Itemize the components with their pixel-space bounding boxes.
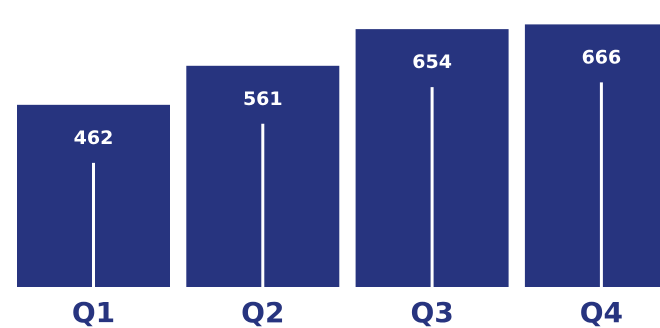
- value-label-q4: 666: [582, 46, 622, 68]
- value-label-q3: 654: [412, 51, 452, 73]
- category-label-q3: Q3: [410, 296, 453, 328]
- value-label-q2: 561: [243, 88, 283, 110]
- bar-q4: [524, 24, 660, 287]
- category-label-q4: Q4: [580, 296, 623, 328]
- value-label-q1: 462: [74, 127, 114, 149]
- category-label-q1: Q1: [72, 296, 115, 328]
- bars-group: 462 561 654 666: [17, 24, 660, 288]
- category-label-q2: Q2: [241, 296, 284, 328]
- category-labels-group: Q1 Q2 Q3 Q4: [72, 296, 623, 328]
